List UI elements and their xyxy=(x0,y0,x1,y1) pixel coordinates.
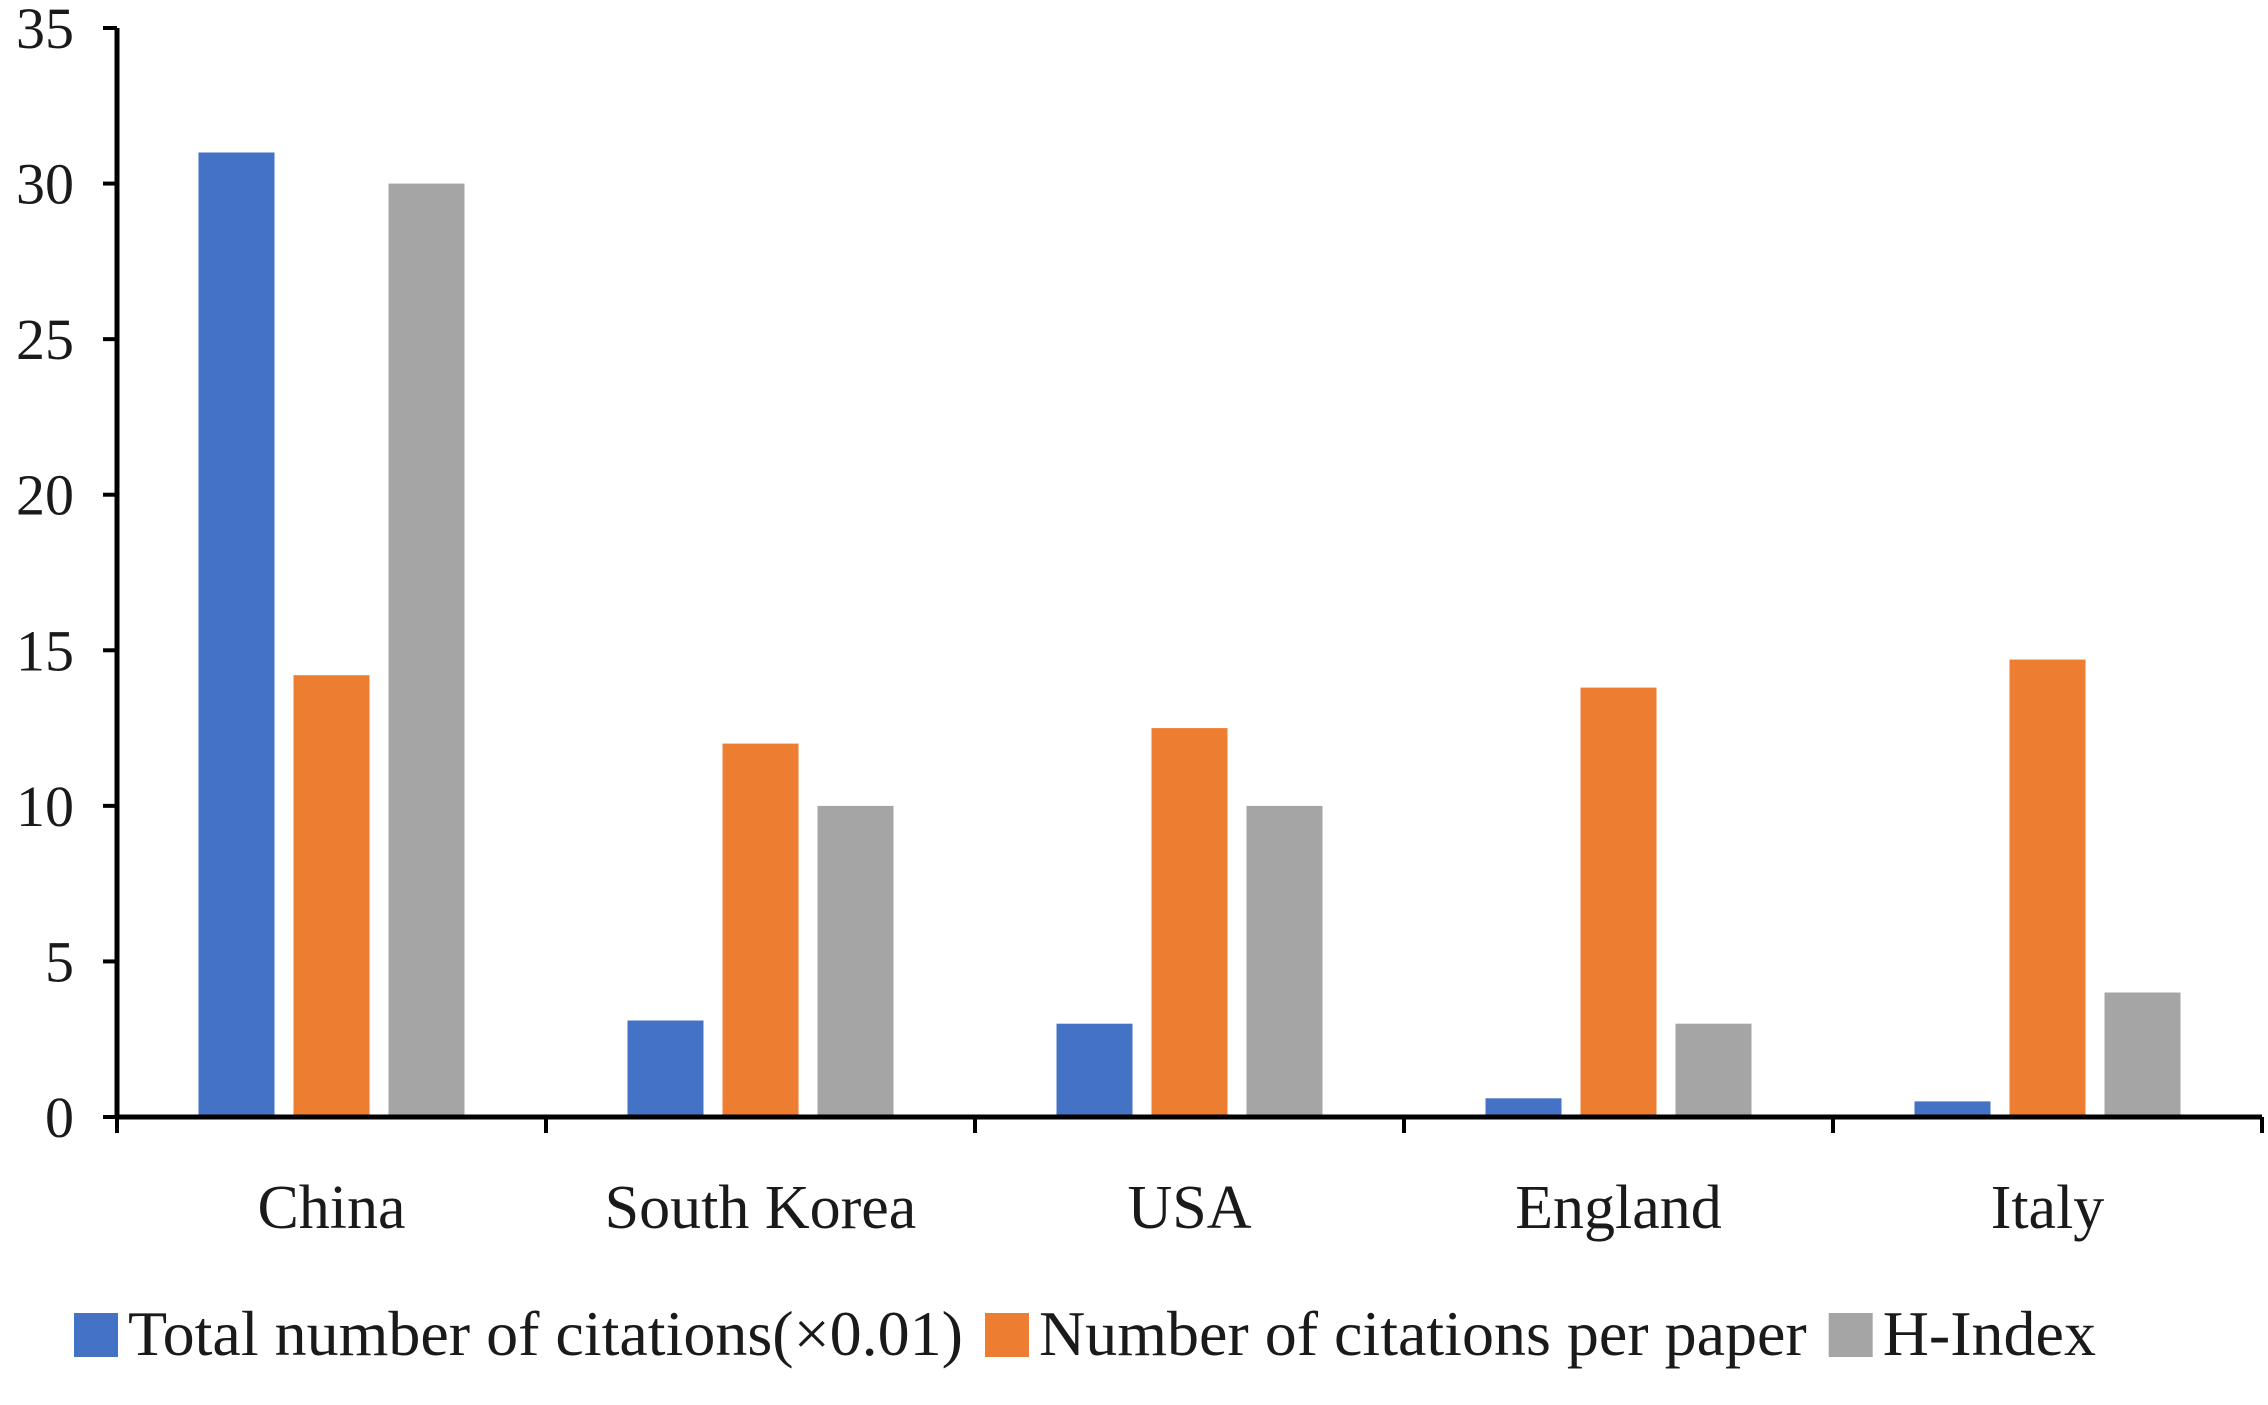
x-category-label: China xyxy=(257,1174,405,1242)
y-ticks: 0 5 10 15 20 25 30 35 xyxy=(16,0,117,1150)
x-category-label: Italy xyxy=(1991,1174,2105,1242)
legend-label: H-Index xyxy=(1883,1298,2096,1369)
legend-swatch xyxy=(1828,1313,1873,1357)
y-tick-label: 15 xyxy=(16,618,74,683)
bar-usa-series-2 xyxy=(1151,728,1228,1117)
bar-england-series-2 xyxy=(1580,687,1657,1117)
x-ticks: China South Korea USA England Italy xyxy=(115,1117,2264,1242)
bar-italy-series-2 xyxy=(2009,659,2086,1117)
bar-england-series-1 xyxy=(1485,1098,1562,1117)
legend-swatch xyxy=(74,1313,118,1357)
bar-usa-series-1 xyxy=(1056,1023,1133,1117)
y-tick-label: 25 xyxy=(16,307,74,372)
bar-italy-series-3 xyxy=(2104,992,2181,1117)
bar-england-series-3 xyxy=(1675,1023,1752,1117)
bar-china-series-1 xyxy=(198,152,275,1117)
legend: Total number of citations(×0.01) Number o… xyxy=(74,1298,2096,1369)
axes-layer xyxy=(114,28,2262,1120)
legend-swatch xyxy=(984,1313,1029,1357)
y-tick-label: 10 xyxy=(16,774,74,839)
bars-layer xyxy=(198,152,2181,1118)
bar-usa-series-3 xyxy=(1246,805,1323,1117)
bar-china-series-3 xyxy=(388,183,465,1118)
bar-south-korea-series-3 xyxy=(817,805,894,1117)
x-category-label: England xyxy=(1515,1174,1722,1242)
legend-label: Number of citations per paper xyxy=(1039,1298,1807,1369)
y-tick-label: 35 xyxy=(16,0,74,61)
bar-south-korea-series-1 xyxy=(627,1020,704,1117)
bar-italy-series-1 xyxy=(1914,1101,1991,1117)
bar-china-series-2 xyxy=(293,675,370,1117)
y-tick-label: 0 xyxy=(45,1085,74,1150)
bar-south-korea-series-2 xyxy=(722,743,799,1117)
y-tick-label: 30 xyxy=(16,152,74,217)
x-category-label: USA xyxy=(1127,1174,1251,1242)
x-category-label: South Korea xyxy=(605,1174,917,1242)
y-tick-label: 20 xyxy=(16,463,74,528)
legend-label: Total number of citations(×0.01) xyxy=(128,1298,963,1369)
y-tick-label: 5 xyxy=(45,929,74,994)
